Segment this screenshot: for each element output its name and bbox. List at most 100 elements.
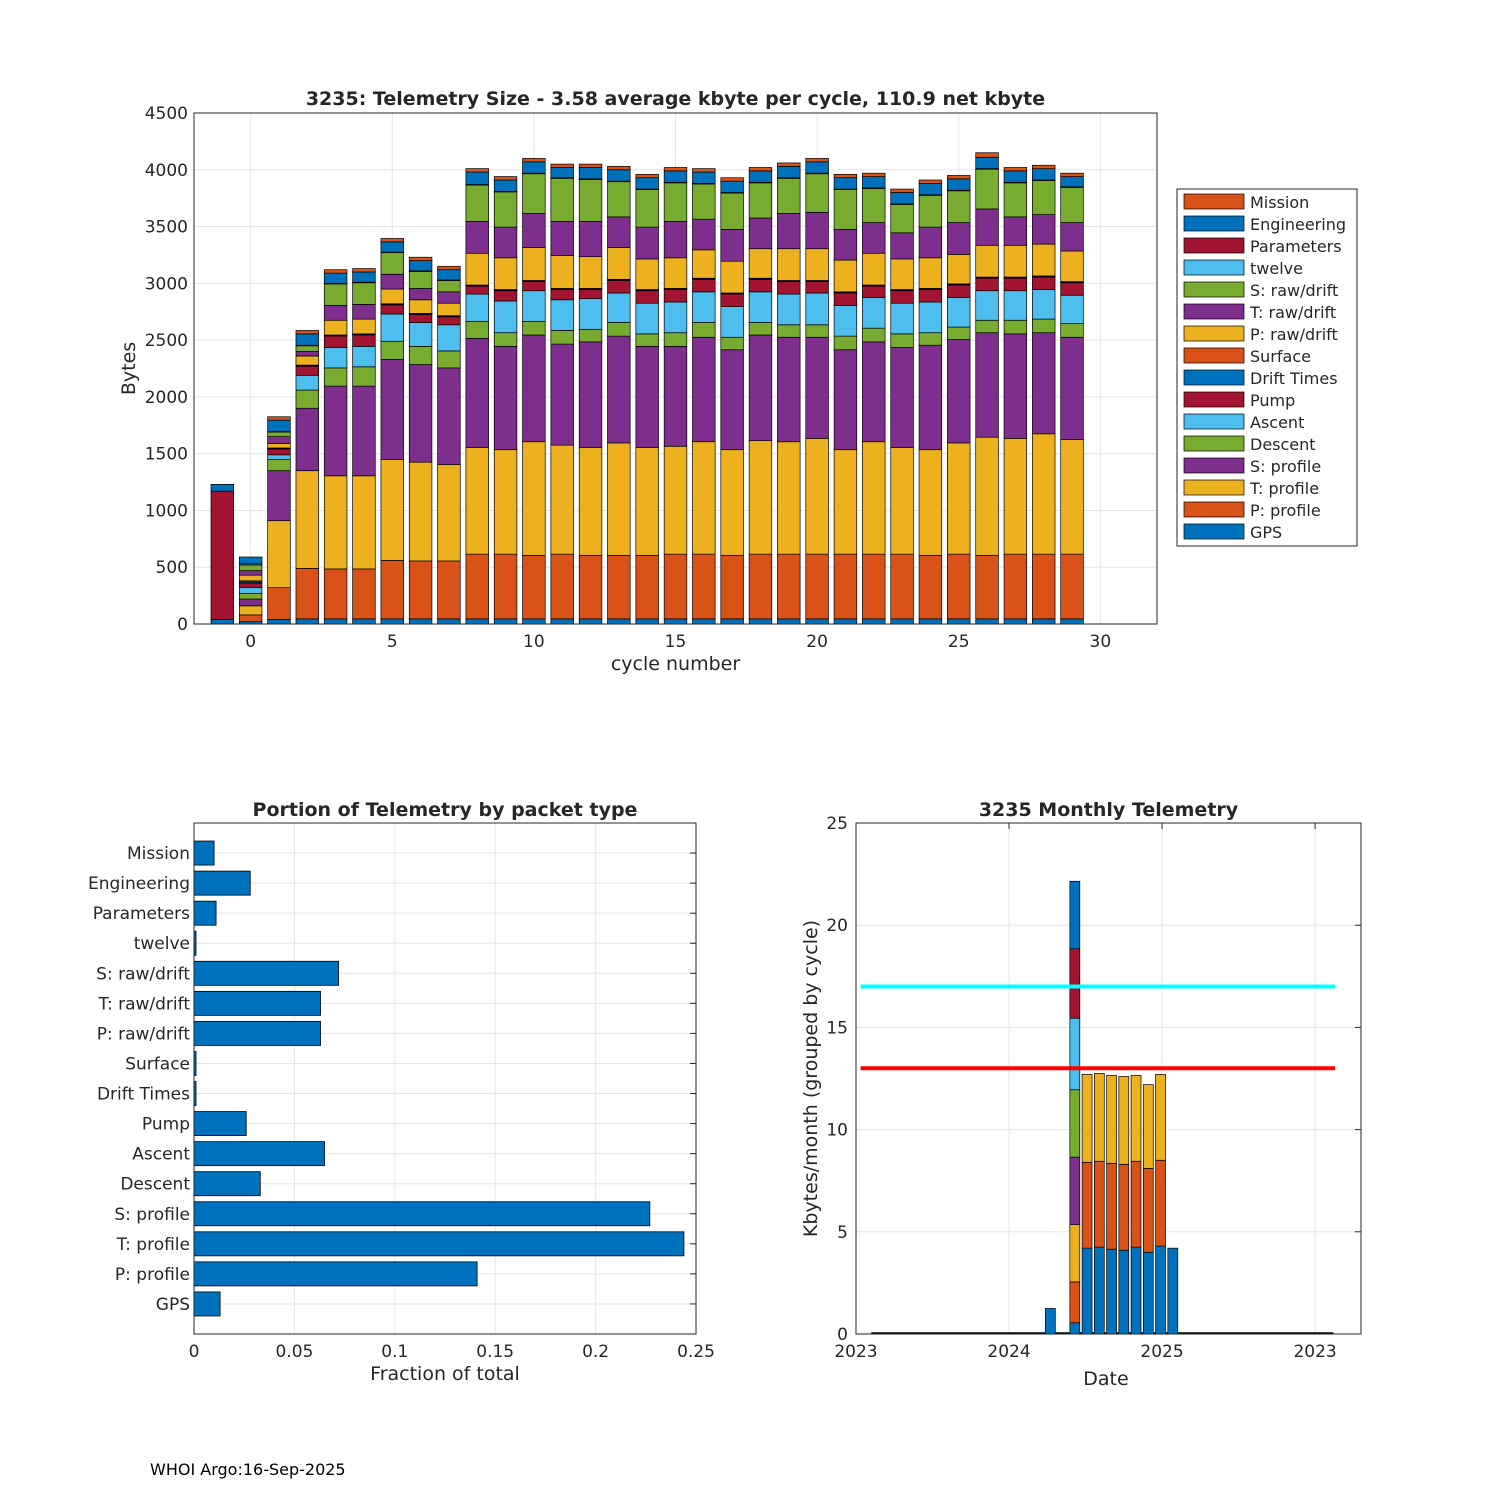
bar-segment-cycle8-descent bbox=[465, 321, 489, 339]
bar-segment-cycle23-p-raw-drift bbox=[890, 258, 914, 290]
month-bar-1-segment-0 bbox=[1069, 1322, 1081, 1335]
bar-segment-cycle6-ascent bbox=[408, 322, 433, 347]
bar-segment-cycle19-ascent bbox=[777, 293, 801, 326]
bar-segment-cycle29-t-raw-drift bbox=[1060, 222, 1084, 252]
bar-segment-cycle29-s-profile bbox=[1060, 336, 1084, 440]
bar-segment-cycle13-gps bbox=[607, 618, 631, 625]
bar-segment-cycle5-p-raw-drift bbox=[380, 288, 404, 305]
y-tick-label: 0 bbox=[837, 1325, 848, 1345]
bar-segment-cycle29-ascent bbox=[1060, 294, 1084, 324]
bar-segment-cycle23-ascent bbox=[890, 302, 914, 335]
bar-segment-cycle12-s-raw-drift bbox=[578, 179, 603, 222]
bar-engineering bbox=[193, 870, 251, 896]
bar-segment-cycle27-p-raw-drift bbox=[1003, 244, 1028, 278]
month-bar-8-segment-0 bbox=[1155, 1245, 1166, 1335]
bar-segment-cycle28-s-raw-drift bbox=[1032, 180, 1056, 215]
bar-segment-cycle24-mission bbox=[918, 179, 943, 184]
x-axis-label: Date bbox=[1083, 1368, 1128, 1390]
bar-segment-cycle16-ascent bbox=[692, 291, 716, 323]
y-tick-label: 1000 bbox=[145, 501, 188, 521]
bar-segment-cycle15-s-raw-drift bbox=[663, 182, 688, 222]
bar-segment-cycle11-pump bbox=[550, 289, 574, 301]
bar-segment-cycle25-gps bbox=[947, 618, 971, 625]
month-bar-8-segment-1 bbox=[1155, 1159, 1166, 1247]
bar-segment-cycle22-engineering bbox=[862, 176, 886, 189]
bar-segment-cycle20-t-profile bbox=[805, 437, 829, 555]
bar-segment-cycle19-p-profile bbox=[777, 553, 801, 620]
x-tick-label: 0 bbox=[245, 632, 256, 652]
bar-segment-cycle17-p-profile bbox=[720, 554, 744, 620]
bar-segment-cycle0-t-raw-drift bbox=[238, 570, 263, 576]
bar-segment-cycle13-t-raw-drift bbox=[607, 216, 631, 248]
y-tick-label: 20 bbox=[826, 916, 848, 936]
legend-label: T: raw/drift bbox=[1249, 303, 1336, 322]
bar-segment-cycle27-s-raw-drift bbox=[1003, 182, 1028, 218]
bar-segment-cycle6-mission bbox=[408, 256, 433, 261]
bar-segment-cycle25-t-profile bbox=[947, 442, 971, 555]
bar-segment-cycle9-p-raw-drift bbox=[493, 257, 518, 290]
bar-s-raw-drift bbox=[193, 960, 339, 986]
bar-segment-cycle17-mission bbox=[720, 177, 744, 182]
bar-segment-cycle18-s-raw-drift bbox=[748, 182, 773, 219]
bar-segment-cycle5-ascent bbox=[380, 313, 404, 342]
bar-segment-cycle7-ascent bbox=[437, 324, 461, 352]
bar-segment-cycle12-descent bbox=[578, 328, 603, 343]
bar-segment-cycle2-p-profile bbox=[295, 568, 319, 620]
bar-segment-cycle29-descent bbox=[1060, 323, 1084, 338]
bar-segment-cycle20-p-profile bbox=[805, 553, 829, 620]
x-tick-label: 0.1 bbox=[381, 1342, 408, 1362]
footer-stamp: WHOI Argo:16-Sep-2025 bbox=[150, 1460, 346, 1479]
bar-segment-cycle22-t-profile bbox=[862, 441, 886, 555]
bar-segment-cycle28-descent bbox=[1032, 318, 1056, 334]
bar-segment-cycle29-p-profile bbox=[1060, 553, 1084, 620]
month-bar-3-segment-2 bbox=[1093, 1073, 1105, 1162]
bar-segment-cycle7-engineering bbox=[437, 269, 461, 281]
legend-label: S: profile bbox=[1250, 457, 1321, 476]
bar-segment-cycle6-p-raw-drift bbox=[408, 299, 433, 314]
bar-segment-cycle9-s-profile bbox=[493, 346, 518, 451]
bar-segment-cycle13-t-profile bbox=[607, 442, 631, 556]
bar-segment-cycle3-descent bbox=[323, 367, 348, 387]
bar-segment-cycle18-p-profile bbox=[748, 553, 773, 620]
bar-segment-cycle20-descent bbox=[805, 324, 829, 338]
bar-segment-cycle8-t-profile bbox=[465, 447, 489, 555]
bar-segment-cycle13-s-profile bbox=[607, 335, 631, 444]
bar-segment-cycle13-ascent bbox=[607, 292, 631, 323]
bar-segment-cycle20-s-profile bbox=[805, 336, 829, 439]
bar-segment-cycle21-t-profile bbox=[833, 449, 858, 555]
legend-swatch bbox=[1183, 259, 1245, 276]
bar-segment-cycle16-pump bbox=[692, 279, 716, 293]
legend-swatch bbox=[1183, 303, 1245, 320]
bar-segment-cycle19-p-raw-drift bbox=[777, 248, 801, 281]
y-axis-label: Kbytes/month (grouped by cycle) bbox=[800, 920, 822, 1237]
bar-segment-cycle3-pump bbox=[323, 335, 348, 348]
bar-segment-cycle2-t-raw-drift bbox=[295, 351, 319, 357]
bar-segment-cycle24-p-profile bbox=[918, 554, 943, 620]
bar-segment-cycle2-t-profile bbox=[295, 470, 319, 569]
legend-label: Surface bbox=[1250, 347, 1311, 366]
x-tick-label: 0.05 bbox=[275, 1342, 313, 1362]
bar-segment-cycle12-pump bbox=[578, 289, 603, 300]
month-bar-6-segment-2 bbox=[1130, 1075, 1142, 1162]
bar-segment-cycle4-p-profile bbox=[352, 568, 376, 620]
chart-packet-portion: 0 0.05 0.1 0.15 0.2 0.25 Mission Engineering Par… bbox=[88, 799, 715, 1385]
y-tick-label: 0 bbox=[177, 615, 188, 635]
bar-segment-cycle24-engineering bbox=[918, 183, 943, 196]
bar-segment-cycle8-s-raw-drift bbox=[465, 184, 489, 222]
bar-segment-cycle23-pump bbox=[890, 290, 914, 304]
bar-segment-cycle2-s-raw-drift bbox=[295, 345, 319, 352]
bar-segment-cycle9-pump bbox=[493, 290, 518, 302]
bar-segment-cycle11-ascent bbox=[550, 299, 574, 331]
bar-segment-cycle28-gps bbox=[1032, 618, 1056, 625]
bar-segment-cycle24-descent bbox=[918, 332, 943, 346]
y-tick-label: S: profile bbox=[114, 1205, 190, 1225]
bar-segment-cycle19-engineering bbox=[777, 166, 801, 179]
bar-segment-cycle11-gps bbox=[550, 618, 574, 625]
bar-segment-cycle28-s-profile bbox=[1032, 332, 1056, 435]
bar-segment-cycle17-t-profile bbox=[720, 449, 744, 556]
month-bar-1-segment-3 bbox=[1069, 1156, 1081, 1225]
legend-label: GPS bbox=[1250, 523, 1282, 542]
bar-segment-cycle7-p-profile bbox=[437, 560, 461, 620]
bar-segment-cycle5-mission bbox=[380, 238, 404, 243]
bar-segment-cycle18-gps bbox=[748, 618, 773, 625]
